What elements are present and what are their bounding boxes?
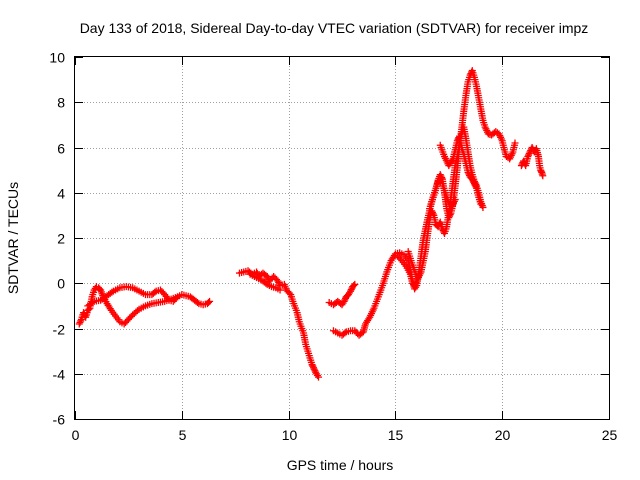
data-point xyxy=(310,364,318,372)
data-point xyxy=(193,298,201,306)
data-point xyxy=(429,210,437,218)
data-point xyxy=(469,177,477,185)
data-point xyxy=(311,367,319,375)
data-point xyxy=(451,196,459,204)
data-point xyxy=(341,296,349,304)
series-segment-5 xyxy=(325,280,359,309)
data-point xyxy=(77,317,85,325)
y-tick-label: 10 xyxy=(49,50,65,66)
data-point xyxy=(310,365,318,373)
data-point xyxy=(436,171,444,179)
data-point xyxy=(413,272,421,280)
grid xyxy=(75,57,609,419)
chart-title: Day 133 of 2018, Sidereal Day-to-day VTE… xyxy=(80,20,589,36)
data-point xyxy=(470,178,478,186)
y-axis-label: SDTVAR / TECUs xyxy=(5,182,21,294)
plot-frame xyxy=(74,56,610,420)
y-tick-label: -6 xyxy=(53,412,66,428)
data-point xyxy=(525,151,533,159)
series-segment-2 xyxy=(84,283,214,310)
series-segment-9 xyxy=(426,177,459,213)
y-tick-label: 2 xyxy=(57,231,65,247)
data-point xyxy=(315,373,323,381)
series-segment-10 xyxy=(404,248,421,280)
data-point xyxy=(108,288,116,296)
data-point xyxy=(412,278,420,286)
data-point xyxy=(511,139,519,147)
data-point xyxy=(472,183,480,191)
series-segment-4 xyxy=(246,270,284,294)
data-point xyxy=(263,272,271,280)
data-point xyxy=(205,298,212,306)
series-segment-11 xyxy=(517,144,547,180)
y-tick-label: 0 xyxy=(57,276,65,292)
data-point xyxy=(151,288,159,296)
data-point xyxy=(172,294,180,302)
data-point xyxy=(438,174,446,182)
data-point xyxy=(276,286,284,294)
data-point xyxy=(465,170,473,178)
x-axis-label: GPS time / hours xyxy=(287,457,394,473)
data-point xyxy=(340,297,348,305)
data-point xyxy=(262,279,270,287)
data-point xyxy=(347,286,355,294)
x-tick-label: 0 xyxy=(72,427,80,443)
data-point xyxy=(411,280,419,288)
data-point xyxy=(274,277,282,285)
y-tick-label: 6 xyxy=(57,141,65,157)
x-tick-label: 10 xyxy=(282,427,298,443)
data-point xyxy=(275,278,283,286)
data-point xyxy=(285,289,293,297)
data-point xyxy=(524,153,532,161)
y-tick-label: -2 xyxy=(53,322,66,338)
data-point xyxy=(341,329,349,337)
data-point xyxy=(455,134,463,142)
data-point xyxy=(133,307,141,315)
data-point xyxy=(437,172,445,180)
data-point xyxy=(477,200,485,208)
data-point xyxy=(206,297,214,305)
data-point xyxy=(309,362,317,370)
data-point xyxy=(347,287,355,295)
data-point xyxy=(471,181,479,189)
y-tick-label: 8 xyxy=(57,95,65,111)
data-point xyxy=(308,361,316,369)
data-point xyxy=(411,282,419,290)
data-point xyxy=(464,168,472,176)
data-point xyxy=(76,318,84,326)
data-point xyxy=(539,172,547,180)
series-segment-3 xyxy=(235,267,323,381)
data-point xyxy=(89,298,97,306)
axis-ticks: 0 5 10 15 20 25 -6 -4 -2 0 2 4 6 8 10 xyxy=(49,50,617,444)
series-segment-8 xyxy=(436,132,485,208)
data-point xyxy=(75,320,83,328)
data-point xyxy=(525,150,533,158)
data-point xyxy=(468,175,476,183)
data-point xyxy=(350,282,358,290)
x-tick-label: 25 xyxy=(602,427,618,443)
data-point xyxy=(351,280,359,288)
x-tick-label: 20 xyxy=(495,427,511,443)
data-point xyxy=(428,208,436,216)
x-tick-label: 15 xyxy=(388,427,404,443)
y-tick-label: 4 xyxy=(57,186,65,202)
y-tick-label: -4 xyxy=(53,367,66,383)
data-points xyxy=(75,67,547,381)
x-tick-label: 5 xyxy=(179,427,187,443)
data-point xyxy=(470,180,478,188)
